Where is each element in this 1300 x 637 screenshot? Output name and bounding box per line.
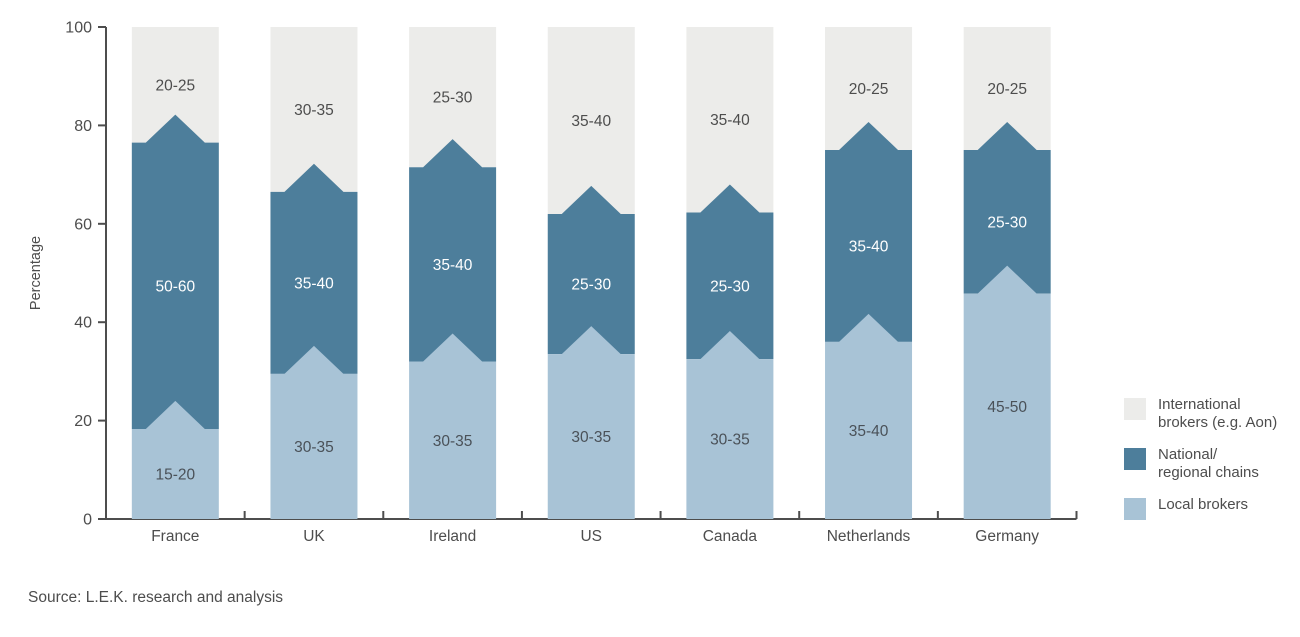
bar-segment-label: 25-30 (433, 90, 473, 107)
bar-segment-label: 15-20 (155, 466, 195, 483)
legend-label-line: International (1158, 396, 1241, 413)
bar-segment (547, 326, 635, 519)
bar-segment (963, 265, 1051, 519)
legend-item-local-brokers: Local brokers (1124, 496, 1277, 520)
bar-segment (547, 27, 635, 214)
legend-label-international-brokers: International brokers (e.g. Aon) (1158, 396, 1277, 431)
bar-segment-label: 30-35 (433, 433, 473, 450)
x-category-label: UK (303, 528, 325, 545)
legend-swatch-local-brokers (1124, 498, 1146, 520)
chart-legend: International brokers (e.g. Aon) Nationa… (1124, 396, 1277, 520)
bar-segment-label: 30-35 (710, 432, 750, 449)
stacked-bar-chart: 0 20 40 60 80 100 Percentage 15-20 50-60 20-25 Fra… (28, 20, 1078, 545)
bar-segment (686, 331, 774, 519)
bar-segment (131, 114, 219, 429)
legend-swatch-national-regional-chains (1124, 448, 1146, 470)
bar-segment-label: 50-60 (155, 278, 195, 295)
bar-segment-label: 35-40 (710, 112, 750, 129)
legend-label-line: National/ (1158, 446, 1218, 463)
legend-label-line: Local brokers (1158, 496, 1249, 513)
bar-segment-label: 25-30 (710, 278, 750, 295)
bar-segment-label: 30-35 (571, 429, 611, 446)
y-tick-label: 60 (74, 216, 92, 233)
bar-segment-label: 20-25 (849, 81, 889, 98)
bar-segment (409, 139, 497, 362)
bar-segment (686, 184, 774, 360)
bar-segment-label: 30-35 (294, 439, 334, 456)
legend-item-international-brokers: International brokers (e.g. Aon) (1124, 396, 1277, 431)
bar-segment (131, 400, 219, 519)
x-category-label: US (580, 528, 602, 545)
bar-segment (409, 333, 497, 519)
bar-segment (270, 345, 358, 519)
legend-label-local-brokers: Local brokers (1158, 496, 1248, 514)
x-category-label: Canada (703, 528, 758, 545)
x-category-label: Ireland (429, 528, 476, 545)
bar-segment-label: 35-40 (433, 257, 473, 274)
bar-segment-label: 30-35 (294, 102, 334, 119)
legend-item-national-regional-chains: National/ regional chains (1124, 446, 1277, 481)
x-category-label: Netherlands (827, 528, 911, 545)
y-tick-label: 0 (83, 512, 92, 529)
y-tick-label: 20 (74, 413, 92, 430)
bar-segment (825, 121, 913, 342)
bar-segment-label: 35-40 (849, 238, 889, 255)
y-axis-title: Percentage (28, 236, 44, 310)
legend-swatch-international-brokers (1124, 398, 1146, 420)
bar-segment-label: 25-30 (571, 277, 611, 294)
bar-segment (547, 185, 635, 355)
bar-segment (686, 27, 774, 213)
bar-segment-label: 20-25 (987, 81, 1027, 98)
bar-segment-label: 45-50 (987, 399, 1027, 416)
bar-segment (963, 121, 1051, 294)
y-tick-label: 100 (65, 20, 92, 37)
bar-segment (825, 313, 913, 519)
legend-label-line: regional chains (1158, 463, 1259, 481)
x-category-label: Germany (975, 528, 1039, 545)
legend-label-line: brokers (e.g. Aon) (1158, 413, 1278, 431)
y-tick-label: 80 (74, 118, 92, 135)
bar-segment-label: 35-40 (294, 275, 334, 292)
source-note: Source: L.E.K. research and analysis (28, 589, 284, 606)
bar-segment (270, 163, 358, 374)
bar-segment-label: 25-30 (987, 214, 1027, 231)
x-category-label: France (151, 528, 199, 545)
y-tick-label: 40 (74, 315, 92, 332)
bar-segment-label: 35-40 (571, 113, 611, 130)
bar-segment-label: 35-40 (849, 423, 889, 440)
bar-segment-label: 20-25 (155, 77, 195, 94)
legend-label-national-regional-chains: National/ regional chains (1158, 446, 1259, 481)
